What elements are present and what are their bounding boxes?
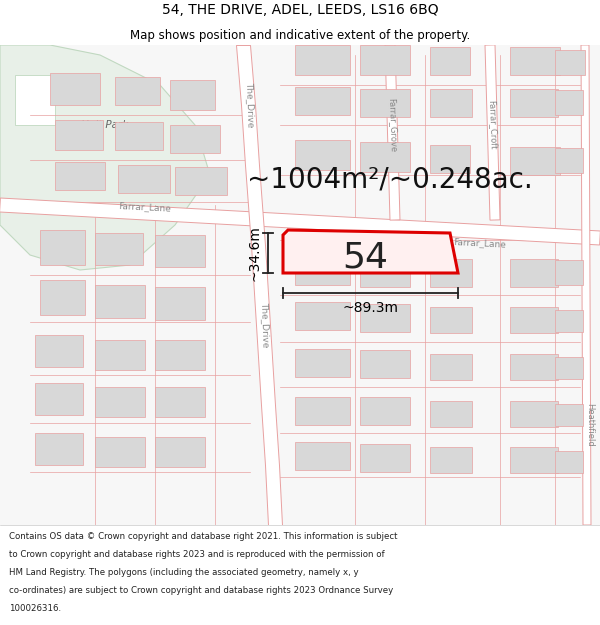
- Polygon shape: [485, 45, 500, 220]
- Bar: [430, 447, 472, 473]
- Polygon shape: [0, 198, 600, 245]
- Text: Heathfield: Heathfield: [586, 403, 595, 447]
- Text: The_Drive: The_Drive: [260, 302, 270, 348]
- Bar: [295, 302, 350, 330]
- Bar: [155, 287, 205, 320]
- Bar: [295, 45, 350, 75]
- Polygon shape: [0, 45, 210, 270]
- Bar: [35, 383, 83, 415]
- Bar: [115, 77, 160, 105]
- Bar: [360, 444, 410, 472]
- Bar: [430, 89, 472, 117]
- Bar: [95, 387, 145, 417]
- Bar: [510, 47, 560, 75]
- Bar: [155, 437, 205, 467]
- Text: Farrar_Grove: Farrar_Grove: [386, 98, 397, 152]
- Bar: [555, 148, 583, 173]
- Bar: [510, 259, 558, 287]
- Text: Holt Park: Holt Park: [82, 120, 128, 130]
- Bar: [50, 73, 100, 105]
- Bar: [95, 233, 143, 265]
- Bar: [360, 89, 410, 117]
- Bar: [155, 340, 205, 370]
- Bar: [35, 335, 83, 367]
- Polygon shape: [15, 75, 55, 125]
- Bar: [510, 147, 560, 175]
- Text: 54, THE DRIVE, ADEL, LEEDS, LS16 6BQ: 54, THE DRIVE, ADEL, LEEDS, LS16 6BQ: [161, 3, 439, 17]
- Bar: [55, 120, 103, 150]
- Bar: [155, 235, 205, 267]
- Bar: [430, 307, 472, 333]
- Text: ~89.3m: ~89.3m: [343, 301, 398, 315]
- Bar: [115, 122, 163, 150]
- Text: Farrar_Croft: Farrar_Croft: [487, 100, 497, 150]
- Bar: [360, 397, 410, 425]
- Bar: [555, 404, 583, 426]
- Bar: [510, 401, 558, 427]
- Bar: [295, 140, 350, 170]
- Bar: [95, 340, 145, 370]
- Bar: [430, 259, 472, 287]
- Text: co-ordinates) are subject to Crown copyright and database rights 2023 Ordnance S: co-ordinates) are subject to Crown copyr…: [9, 586, 393, 595]
- Polygon shape: [581, 45, 591, 525]
- Bar: [155, 387, 205, 417]
- Bar: [360, 350, 410, 378]
- Bar: [295, 349, 350, 377]
- Bar: [170, 125, 220, 153]
- Bar: [175, 167, 227, 195]
- Bar: [35, 433, 83, 465]
- Text: 54: 54: [342, 240, 388, 274]
- Bar: [430, 145, 470, 173]
- Bar: [95, 437, 145, 467]
- Text: ~34.6m: ~34.6m: [247, 225, 261, 281]
- Bar: [555, 310, 583, 332]
- Text: Contains OS data © Crown copyright and database right 2021. This information is : Contains OS data © Crown copyright and d…: [9, 532, 398, 541]
- Text: ~1004m²/~0.248ac.: ~1004m²/~0.248ac.: [247, 166, 533, 194]
- Bar: [510, 354, 558, 380]
- Text: The_Drive: The_Drive: [245, 82, 255, 128]
- Polygon shape: [283, 230, 458, 273]
- Bar: [510, 447, 558, 473]
- Text: Map shows position and indicative extent of the property.: Map shows position and indicative extent…: [130, 29, 470, 42]
- Bar: [40, 280, 85, 315]
- Text: HM Land Registry. The polygons (including the associated geometry, namely x, y: HM Land Registry. The polygons (includin…: [9, 568, 359, 577]
- Bar: [118, 165, 170, 193]
- Bar: [360, 45, 410, 75]
- Bar: [430, 354, 472, 380]
- Bar: [295, 442, 350, 470]
- Text: Farrar_Lane: Farrar_Lane: [118, 201, 172, 213]
- Bar: [295, 397, 350, 425]
- Bar: [170, 80, 215, 110]
- Bar: [555, 451, 583, 473]
- Polygon shape: [385, 45, 400, 220]
- Bar: [360, 257, 410, 287]
- Bar: [555, 90, 583, 115]
- Text: Farrar_Lane: Farrar_Lane: [454, 237, 506, 249]
- Text: to Crown copyright and database rights 2023 and is reproduced with the permissio: to Crown copyright and database rights 2…: [9, 550, 385, 559]
- Bar: [55, 162, 105, 190]
- Bar: [40, 230, 85, 265]
- Bar: [295, 255, 350, 285]
- Bar: [360, 304, 410, 332]
- Bar: [555, 260, 583, 285]
- Bar: [555, 357, 583, 379]
- Bar: [430, 47, 470, 75]
- Bar: [295, 87, 350, 115]
- Bar: [510, 89, 558, 117]
- Bar: [430, 401, 472, 427]
- Bar: [95, 285, 145, 318]
- Bar: [555, 50, 585, 75]
- Bar: [360, 142, 410, 172]
- Text: 100026316.: 100026316.: [9, 604, 61, 613]
- Bar: [510, 307, 558, 333]
